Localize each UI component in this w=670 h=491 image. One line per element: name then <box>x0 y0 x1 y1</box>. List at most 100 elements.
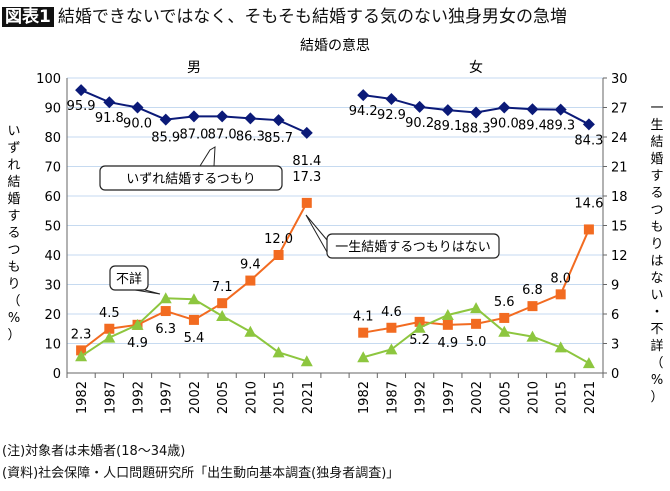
data-point-diamond <box>554 103 567 116</box>
data-label: 4.6 <box>381 305 402 320</box>
right-tick-label: 21 <box>611 161 628 176</box>
data-point-diamond <box>470 106 483 119</box>
data-point-diamond <box>244 112 257 125</box>
data-label: 9.4 <box>240 258 261 273</box>
callout-marry-someday-text: いずれ結婚するつもり <box>126 172 255 187</box>
data-label: 85.7 <box>264 131 293 146</box>
data-point-triangle <box>526 330 539 342</box>
data-point-triangle <box>75 350 88 362</box>
data-label: 4.1 <box>353 310 374 325</box>
left-tick-label: 0 <box>53 367 61 382</box>
data-label: 88.3 <box>462 122 491 137</box>
left-tick-label: 100 <box>36 72 61 87</box>
data-label: 87.0 <box>208 127 237 142</box>
x-tick-label: 2015 <box>555 381 570 414</box>
data-label: 6.3 <box>155 322 176 337</box>
x-tick-label: 2002 <box>188 381 203 414</box>
data-label: 86.3 <box>236 129 265 144</box>
data-label: 8.0 <box>550 271 571 286</box>
data-point-triangle <box>131 318 144 330</box>
data-label: 14.6 <box>574 196 603 211</box>
x-tick-label: 1987 <box>385 381 400 414</box>
data-point-diamond <box>526 103 539 116</box>
data-label: 92.9 <box>377 108 406 123</box>
data-point-diamond <box>300 126 313 139</box>
data-label: 5.2 <box>409 333 430 348</box>
panel-label-male: 男 <box>187 60 201 76</box>
data-point-triangle <box>498 325 511 337</box>
left-tick-label: 10 <box>44 338 61 353</box>
right-tick-label: 9 <box>611 279 619 294</box>
data-label: 17.3 <box>292 170 321 185</box>
data-point-square <box>527 301 538 312</box>
data-point-square <box>273 250 284 260</box>
data-label: 85.9 <box>151 131 180 146</box>
x-tick-label: 1982 <box>357 381 372 414</box>
data-point-diamond <box>159 113 172 126</box>
data-label: 5.4 <box>184 331 205 346</box>
x-tick-label: 1982 <box>75 381 90 414</box>
callout-marry-someday-pointer <box>199 146 216 167</box>
data-point-square <box>499 312 510 323</box>
source: (資料)社会保障・人口問題研究所「出生動向基本調査(独身者調査)」 <box>2 466 400 481</box>
callout-unknown-box <box>109 265 149 291</box>
data-point-diamond <box>216 110 229 123</box>
left-tick-label: 80 <box>44 131 61 146</box>
data-point-triangle <box>300 355 313 367</box>
data-point-triangle <box>244 325 257 337</box>
data-point-square <box>442 319 453 330</box>
data-point-diamond <box>385 92 398 105</box>
data-label: 7.1 <box>212 280 233 295</box>
data-label: 95.9 <box>67 99 96 114</box>
data-label: 90.0 <box>123 117 152 132</box>
right-tick-label: 15 <box>611 220 628 235</box>
data-label: 6.8 <box>522 283 543 298</box>
data-label: 90.2 <box>405 116 434 131</box>
right-tick-label: 12 <box>611 249 628 264</box>
panel-label-female: 女 <box>469 59 483 76</box>
data-label: 94.2 <box>349 104 378 119</box>
data-label: 90.0 <box>490 117 519 132</box>
data-point-triangle <box>582 357 595 369</box>
x-tick-label: 2010 <box>526 381 541 414</box>
data-point-square <box>104 323 115 334</box>
note: (注)対象者は未婚者(18～34歳) <box>2 444 186 459</box>
data-point-diamond <box>75 84 88 97</box>
data-point-triangle <box>216 309 229 321</box>
x-tick-label: 1992 <box>414 381 429 414</box>
right-tick-label: 24 <box>611 131 628 146</box>
data-point-square <box>358 327 369 338</box>
figure-badge: 図表1 <box>2 7 54 27</box>
data-point-diamond <box>582 118 595 131</box>
left-tick-label: 70 <box>44 161 61 176</box>
figure-title: 図表1 結婚できないではなく、そもそも結婚する気のない独身男女の急増 <box>2 2 567 27</box>
left-tick-label: 20 <box>44 308 61 323</box>
callout-never-marry-pointer <box>305 214 328 253</box>
callout-never-marry-text: 一生結婚するつもりはない <box>335 240 490 255</box>
data-point-triangle <box>187 293 200 305</box>
callout-unknown-text: 不詳 <box>116 271 142 287</box>
x-tick-label: 2002 <box>470 381 485 414</box>
x-tick-label: 2010 <box>244 381 259 414</box>
data-label: 5.6 <box>494 295 515 310</box>
data-label: 4.5 <box>99 306 120 321</box>
x-tick-label: 2021 <box>301 381 316 414</box>
right-tick-label: 18 <box>611 190 628 205</box>
data-point-diamond <box>131 101 144 114</box>
data-label: 4.9 <box>437 336 458 351</box>
data-point-square <box>245 275 256 286</box>
x-tick-label: 2015 <box>273 381 288 414</box>
x-tick-label: 2021 <box>583 381 598 414</box>
data-point-square <box>188 314 199 325</box>
left-tick-label: 30 <box>44 279 61 294</box>
data-label: 2.3 <box>71 327 92 342</box>
data-point-triangle <box>272 346 285 358</box>
data-point-diamond <box>187 110 200 123</box>
callout-marry-someday-box <box>99 165 283 191</box>
data-label: 89.1 <box>433 119 462 134</box>
left-tick-label: 40 <box>44 249 61 264</box>
data-label: 5.0 <box>466 335 487 350</box>
chart-title: 結婚の意思 <box>300 37 370 54</box>
x-tick-label: 1997 <box>160 381 175 414</box>
data-label: 84.3 <box>574 133 603 148</box>
